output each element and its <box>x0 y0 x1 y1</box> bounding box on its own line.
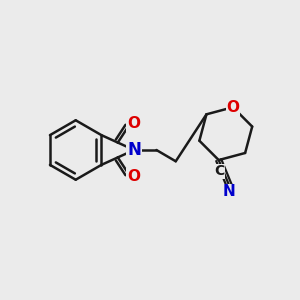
Text: C: C <box>214 164 225 178</box>
Text: O: O <box>226 100 239 115</box>
Text: N: N <box>127 141 141 159</box>
Text: N: N <box>223 184 236 200</box>
Text: O: O <box>127 169 140 184</box>
Text: O: O <box>127 116 140 131</box>
